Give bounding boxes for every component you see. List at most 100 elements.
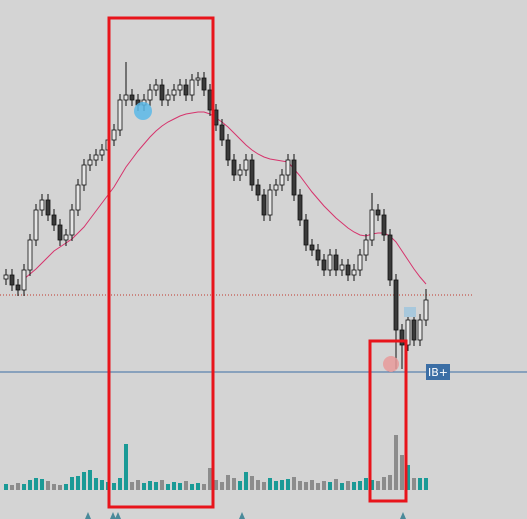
volume-bar [346,481,350,490]
candle-body [249,159,255,186]
volume-bar [46,481,50,490]
volume-bar [304,482,308,490]
candle-body [207,89,213,111]
candle-body [33,209,39,241]
volume-bar [274,481,278,490]
candle-body [261,194,267,216]
candle-body [273,184,279,191]
volume-bar [316,483,320,490]
volume-bar [292,477,296,490]
candle-body [423,299,429,321]
volume-bar [148,481,152,490]
candle-body [381,214,387,236]
candle-body [237,169,243,176]
volume-bar [112,483,116,490]
candle-body [339,264,345,271]
candle-body [201,77,207,91]
candle-body [171,89,177,96]
volume-bar [160,480,164,490]
candle-body [279,174,285,186]
candle-body [387,234,393,281]
candle-body [153,84,159,91]
candle-body [177,84,183,91]
volume-bar [214,480,218,490]
candle-body [417,319,423,341]
candle-body [267,189,273,216]
volume-bar [130,482,134,490]
candle-body [375,209,381,216]
volume-bar [64,484,68,490]
candle-body [99,149,105,156]
volume-bar [406,465,410,490]
candle-body [87,159,93,166]
signal-dot [134,102,152,120]
volume-bar [388,475,392,490]
volume-bar [142,483,146,490]
volume-bar [136,480,140,490]
volume-bar [262,482,266,490]
candle-body [333,254,339,271]
volume-bar [124,444,128,490]
candle-body [363,239,369,256]
candle-body [111,129,117,141]
volume-bar [322,481,326,490]
volume-bar [52,484,56,490]
candle-body [51,214,57,226]
volume-bar [28,480,32,490]
candle-body [147,89,153,101]
markers [85,512,406,519]
candle-body [21,269,27,291]
volume-bar [196,483,200,490]
volume-bar [370,480,374,490]
volume-bar [358,481,362,490]
candle-body [93,154,99,161]
volume-bar [334,479,338,490]
volume-bar [400,455,404,490]
candle-body [189,79,195,96]
signal-square [404,307,416,317]
volume-bar [100,480,104,490]
signal-dot [383,356,399,372]
volume-bar [418,478,422,490]
moving-average [23,111,427,285]
volume-bar [190,484,194,490]
volume-bar [16,483,20,490]
candle-body [231,159,237,176]
volume-bar [424,478,428,490]
volume-bar [34,478,38,490]
highlight-box [368,339,408,503]
volume-bar [58,485,62,490]
volume-bar [238,481,242,490]
candle-body [255,184,261,196]
candle-body [285,159,291,176]
volume-bar [10,485,14,490]
volume-bar [184,481,188,490]
candle-body [3,274,9,280]
candle-body [351,269,357,276]
candle-body [345,264,351,276]
volume-bar [412,478,416,490]
candle-body [327,254,333,271]
candle-body [219,124,225,141]
volume-bar [208,468,212,490]
candle-body [27,239,33,271]
candle-body [357,254,363,271]
volume-bar [166,484,170,490]
volume-bar [352,482,356,490]
candle-body [411,319,417,341]
volume-bar [232,478,236,490]
volume-bar [4,484,8,490]
volume-bar [22,484,26,490]
candle-body [81,164,87,186]
volume-bar [40,479,44,490]
candle-body [69,209,75,236]
candle-body [243,159,249,171]
candle-body [405,319,411,346]
volume-bar [226,475,230,490]
candle-body [225,139,231,161]
volume-bar [256,480,260,490]
volume-bar [268,478,272,490]
volume-bar [118,478,122,490]
candle-body [399,329,405,346]
volume-bar [88,470,92,490]
